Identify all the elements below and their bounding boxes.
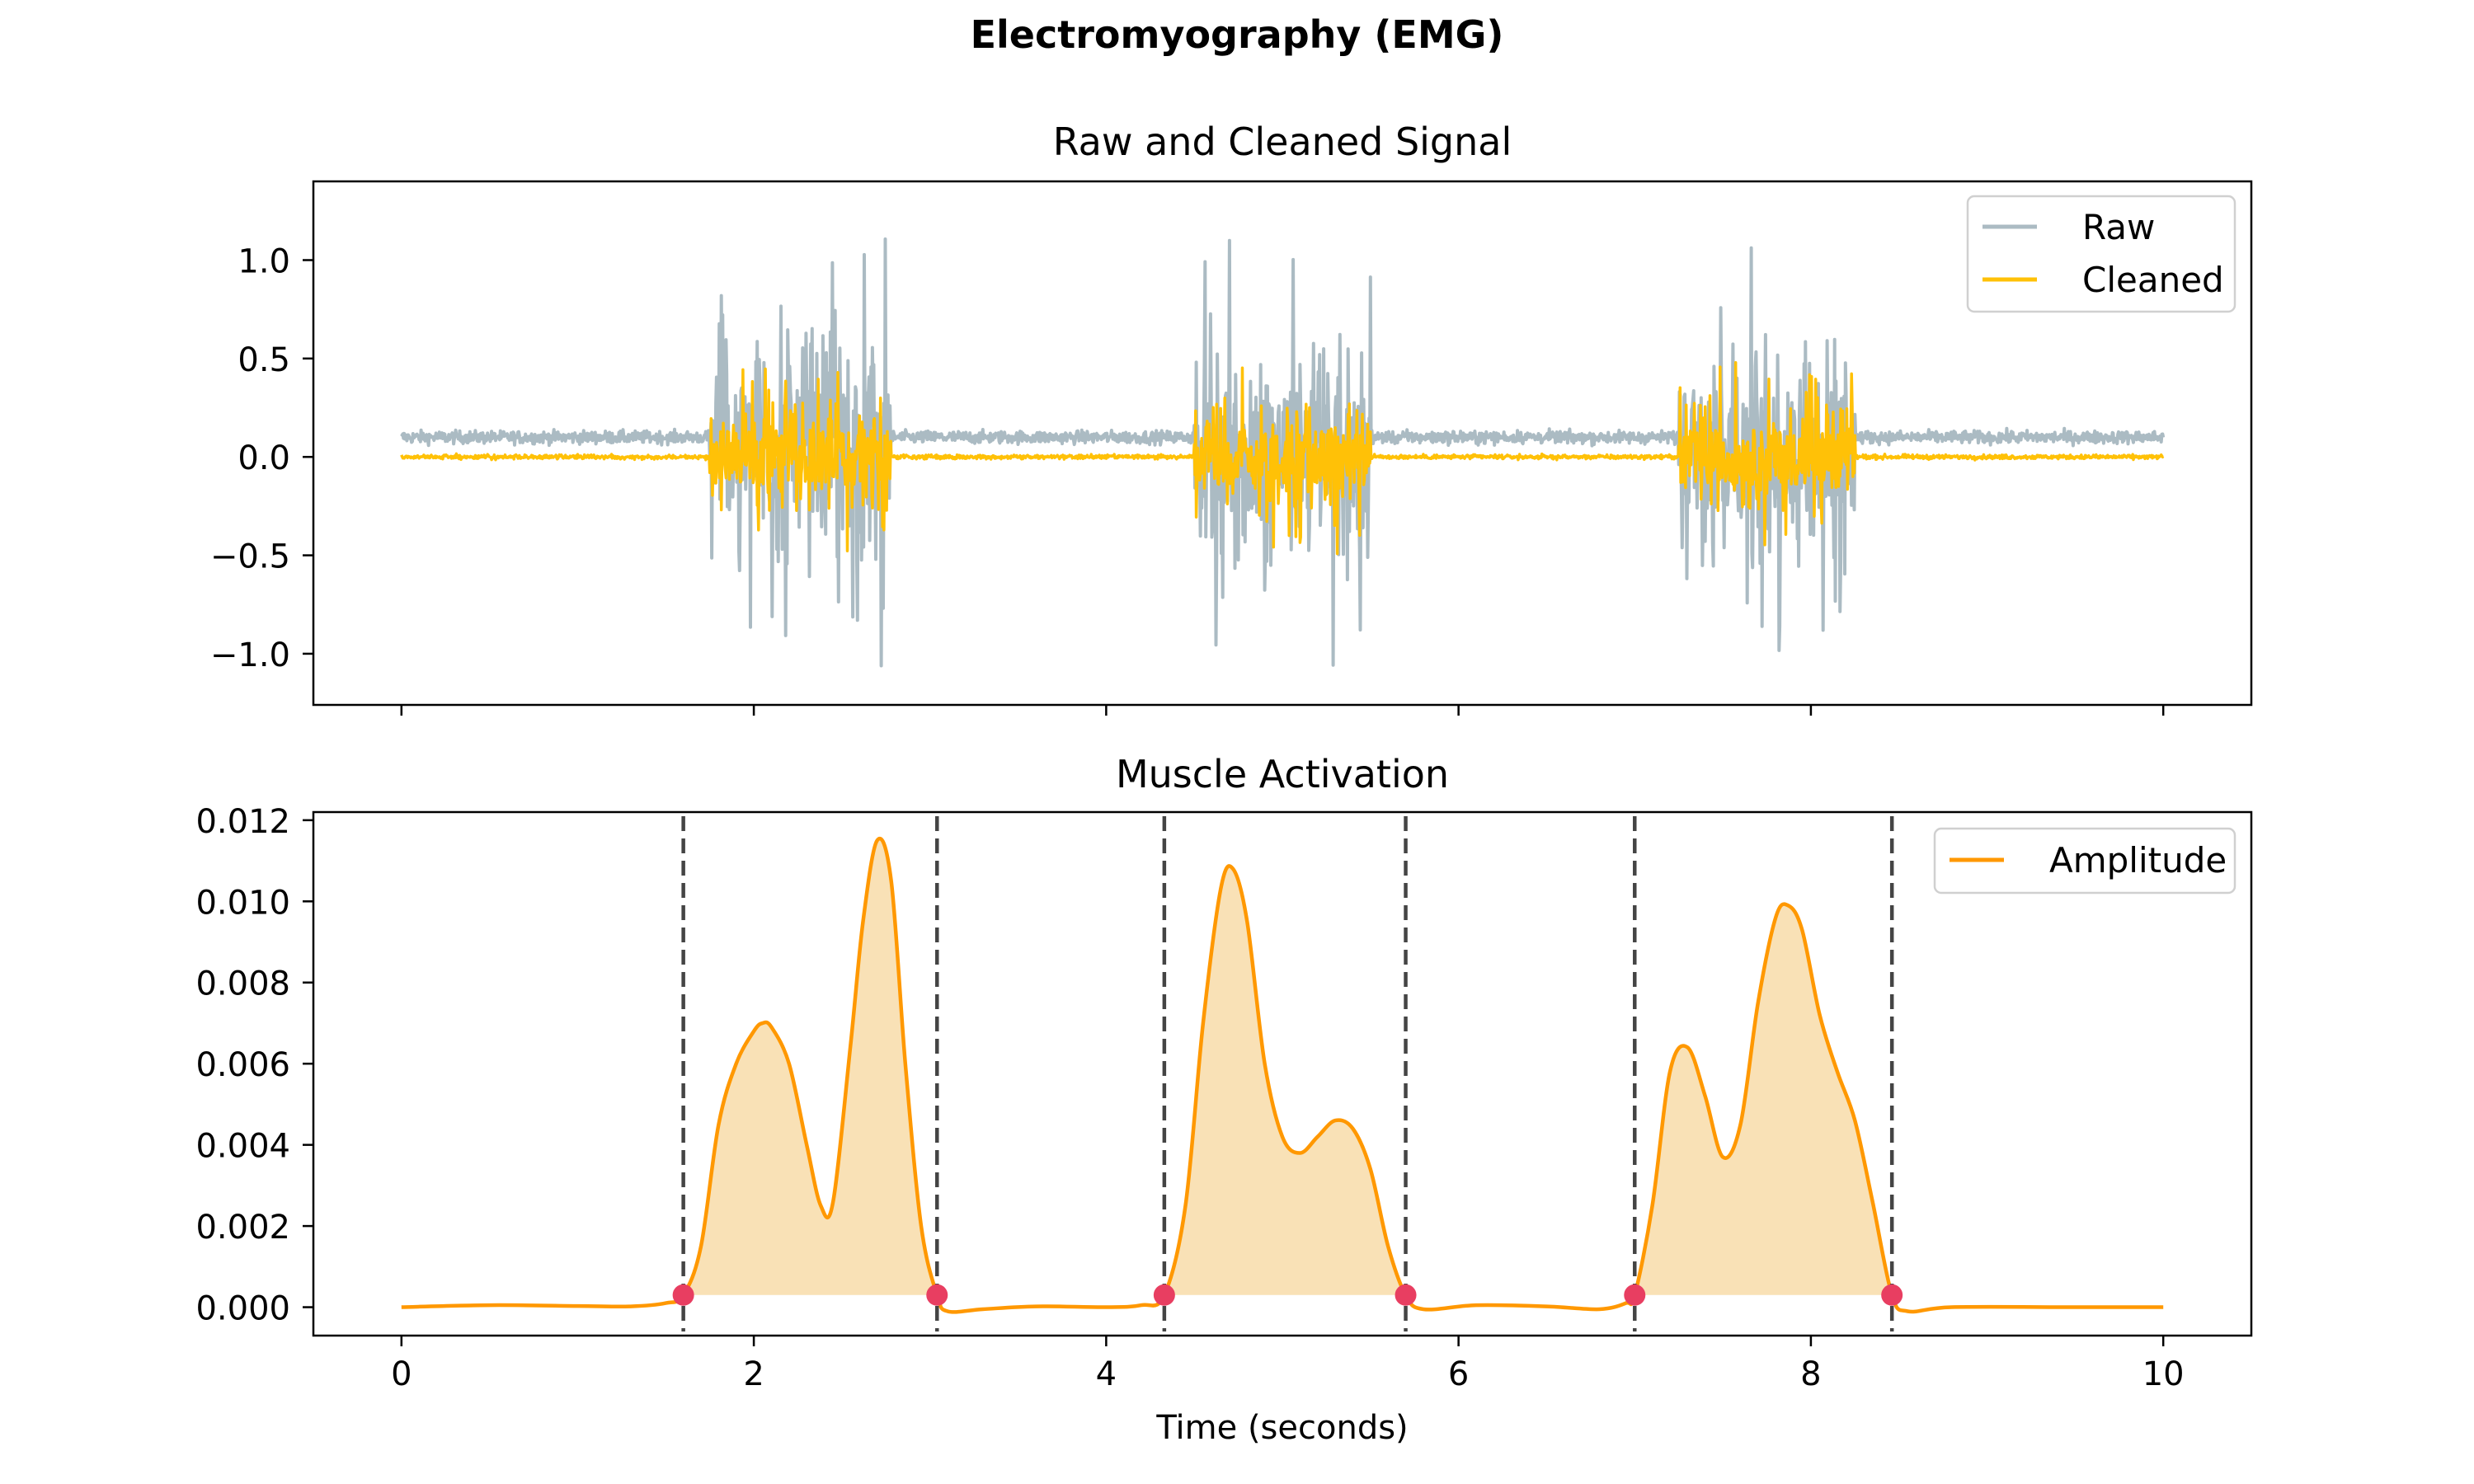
muscle-activation-legend: Amplitude (1933, 827, 2236, 895)
y-tick-label: 0.006 (195, 1046, 290, 1084)
offset-marker (1881, 1284, 1903, 1306)
series-cleaned-line (400, 360, 2165, 556)
y-tick-label: 0.5 (238, 341, 290, 379)
x-tick-label: 4 (1096, 1355, 1117, 1393)
onset-marker (672, 1284, 694, 1306)
raw-cleaned-axes: 1.0 0.5 0.0 −0.5 −1.0 (210, 242, 2165, 716)
raw-cleaned-plot (400, 237, 2166, 668)
x-tick-label: 8 (1800, 1355, 1821, 1393)
y-tick-label: 0.000 (195, 1290, 290, 1328)
legend-cleaned-label: Cleaned (2082, 260, 2224, 300)
offset-marker (1395, 1284, 1417, 1306)
x-tick-label: 6 (1448, 1355, 1469, 1393)
raw-cleaned-title: Raw and Cleaned Signal (1053, 120, 1512, 164)
x-tick-label: 2 (743, 1355, 764, 1393)
y-tick-label: 1.0 (238, 242, 290, 280)
y-tick-label: 0.002 (195, 1209, 290, 1247)
onset-marker (1624, 1284, 1646, 1306)
y-tick-label: 0.008 (195, 965, 290, 1003)
y-tick-label: 0.004 (195, 1128, 290, 1166)
onset-marker (1153, 1284, 1175, 1306)
y-tick-label: 0.0 (238, 439, 290, 477)
raw-cleaned-axes-frame (312, 180, 2253, 707)
muscle-activation-axes: 0.000 0.002 0.004 0.006 0.008 0.010 0.012 0 2 4 6 8… (195, 803, 2184, 1393)
legend-amplitude-label: Amplitude (2049, 840, 2227, 881)
y-tick-label: 0.010 (195, 884, 290, 922)
raw-cleaned-legend: Raw Cleaned (1966, 195, 2236, 313)
offset-marker (926, 1284, 948, 1306)
y-tick-label: −0.5 (210, 538, 290, 576)
activation-fill-area (683, 838, 938, 1295)
muscle-activation-plot (401, 816, 2164, 1331)
amplitude-line (401, 836, 2164, 1314)
y-tick-label: −1.0 (210, 636, 290, 674)
muscle-activation-axes-frame (312, 810, 2253, 1337)
x-tick-label: 0 (391, 1355, 412, 1393)
activation-fill-area (1164, 866, 1406, 1295)
x-axis-label: Time (seconds) (1155, 1409, 1408, 1447)
muscle-activation-title: Muscle Activation (1116, 752, 1449, 796)
x-tick-label: 10 (2142, 1355, 2185, 1393)
y-tick-label: 0.012 (195, 803, 290, 841)
series-raw-line (400, 237, 2166, 668)
activation-fill-area (1634, 904, 1893, 1295)
legend-raw-label: Raw (2082, 207, 2155, 247)
figure-title: Electromyography (EMG) (971, 12, 1504, 57)
